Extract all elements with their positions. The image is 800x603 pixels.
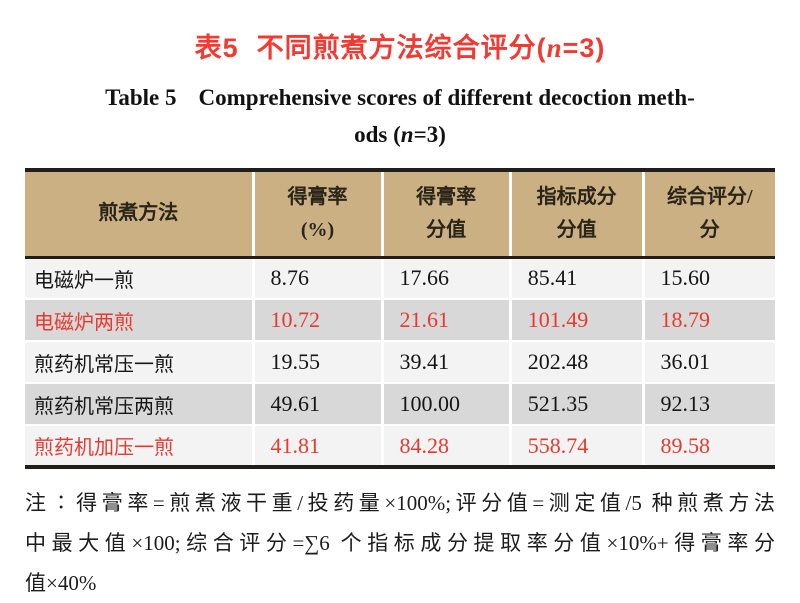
value-cell: 10.72 xyxy=(251,298,382,341)
table-title-en-line2-post: =3) xyxy=(413,122,446,147)
italic-n-en: n xyxy=(400,122,414,147)
value-cell: 89.58 xyxy=(641,424,775,467)
footnote-line: 值×40% xyxy=(25,571,97,595)
table-title-en-line1: Table 5 Comprehensive scores of different… xyxy=(0,79,800,116)
col-header-paste-rate: 得膏率 (%) xyxy=(251,170,382,259)
method-cell: 电磁炉两煎 xyxy=(25,298,253,341)
table-title-en-line2-pre: ods ( xyxy=(354,122,401,147)
table-title-en-text: Comprehensive scores of different decoct… xyxy=(198,85,695,110)
value-cell: 21.61 xyxy=(380,298,511,341)
table-title-en: Table 5 Comprehensive scores of different… xyxy=(0,79,800,153)
value-cell: 100.00 xyxy=(380,382,511,425)
table-row: 煎药机常压一煎 19.55 39.41 202.48 36.01 xyxy=(25,340,775,383)
table-title-zh: 表5 不同煎煮方法综合评分(n=3) xyxy=(0,0,800,65)
table-row: 电磁炉一煎 8.76 17.66 85.41 15.60 xyxy=(25,257,775,299)
italic-n-zh: n xyxy=(546,33,563,63)
table-title-zh-suffix: =3) xyxy=(562,33,606,63)
value-cell: 36.01 xyxy=(641,340,775,383)
col-header-comprehensive-score: 综合评分/ 分 xyxy=(641,170,775,259)
footnote-line: 中最大值×100;综合评分=∑6 个指标成分提取率分值×10%+得膏率分 xyxy=(25,531,775,555)
method-cell: 煎药机常压一煎 xyxy=(25,340,253,383)
decoction-scores-table: 煎煮方法 得膏率 (%) 得膏率 分值 指标成分 分值 综合评分/ 分 xyxy=(25,168,775,469)
table-footnote: 注∶得膏率=煎煮液干重/投药量×100%;评分值=测定值/5 种煎煮方法 中最大… xyxy=(25,483,775,603)
table-title-en-line2: ods (n=3) xyxy=(0,116,800,153)
value-cell: 521.35 xyxy=(508,382,643,425)
value-cell: 92.13 xyxy=(641,382,775,425)
method-cell: 煎药机加压一煎 xyxy=(25,424,253,467)
table-title-zh-body: 不同煎煮方法综合评分( xyxy=(256,33,547,63)
value-cell: 8.76 xyxy=(251,257,382,299)
table-number-zh: 表5 xyxy=(194,33,239,63)
table-row: 煎药机常压两煎 49.61 100.00 521.35 92.13 xyxy=(25,382,775,425)
value-cell: 202.48 xyxy=(508,340,643,383)
value-cell: 39.41 xyxy=(380,340,511,383)
value-cell: 17.66 xyxy=(380,257,511,299)
value-cell: 49.61 xyxy=(251,382,382,425)
value-cell: 19.55 xyxy=(251,340,382,383)
col-header-method: 煎煮方法 xyxy=(25,170,253,259)
table-number-en: Table 5 xyxy=(105,85,177,110)
value-cell: 41.81 xyxy=(251,424,382,467)
method-cell: 煎药机常压两煎 xyxy=(25,382,253,425)
method-cell: 电磁炉一煎 xyxy=(34,269,134,292)
table-header-row: 煎煮方法 得膏率 (%) 得膏率 分值 指标成分 分值 综合评分/ 分 xyxy=(25,170,775,259)
value-cell: 18.79 xyxy=(641,298,775,341)
footnote-line: 注∶得膏率=煎煮液干重/投药量×100%;评分值=测定值/5 种煎煮方法 xyxy=(25,491,775,515)
value-cell: 558.74 xyxy=(508,424,643,467)
value-cell: 101.49 xyxy=(508,298,643,341)
value-cell: 84.28 xyxy=(380,424,511,467)
col-header-paste-rate-score: 得膏率 分值 xyxy=(380,170,511,259)
table-row: 电磁炉两煎 10.72 21.61 101.49 18.79 xyxy=(25,298,775,341)
table-row: 煎药机加压一煎 41.81 84.28 558.74 89.58 xyxy=(25,424,775,467)
value-cell: 15.60 xyxy=(641,257,775,299)
col-header-index-component-score: 指标成分 分值 xyxy=(508,170,643,259)
value-cell: 85.41 xyxy=(508,257,643,299)
